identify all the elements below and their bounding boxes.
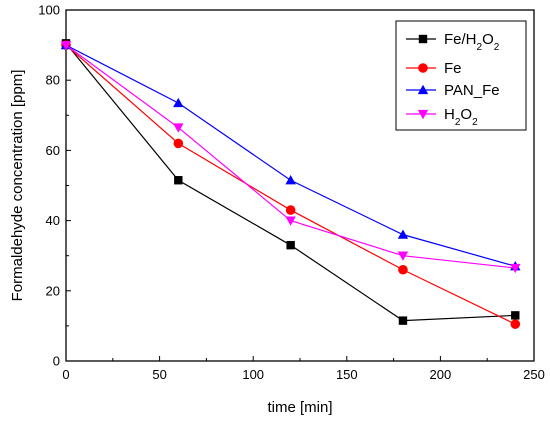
y-tick-label: 40 <box>46 213 60 228</box>
data-point <box>510 319 521 329</box>
y-axis-title: Formaldehyde concentration [ppm] <box>9 70 26 302</box>
legend-marker <box>418 63 428 73</box>
legend-text-part: PAN_Fe <box>444 82 500 99</box>
x-tick-label: 0 <box>62 367 69 382</box>
legend-text-part: O <box>482 31 494 48</box>
legend-text-part: O <box>460 106 472 123</box>
data-point <box>398 264 408 275</box>
legend-label: Fe/H2O2 <box>444 31 500 53</box>
data-point <box>397 251 409 261</box>
legend-marker <box>417 109 429 120</box>
data-point <box>173 138 184 149</box>
legend-subscript: 2 <box>477 42 483 53</box>
legend-marker <box>418 34 428 44</box>
data-point <box>285 175 296 185</box>
x-tick-label: 200 <box>430 367 452 382</box>
legend-text-part: Fe/H <box>444 31 477 48</box>
y-tick-label: 20 <box>46 283 60 298</box>
legend-subscript: 2 <box>472 117 478 128</box>
x-tick-label: 250 <box>523 367 545 382</box>
data-point <box>398 316 408 325</box>
legend-label: Fe <box>444 60 462 77</box>
x-tick-label: 100 <box>242 367 264 382</box>
legend-subscript: 2 <box>494 42 500 53</box>
x-tick-label: 50 <box>152 367 166 382</box>
data-point <box>286 240 295 250</box>
data-point <box>285 205 296 215</box>
legend-label: H2O2 <box>444 106 478 128</box>
legend-label: PAN_Fe <box>444 82 500 99</box>
legend-text-part: Fe <box>444 60 462 77</box>
legend-text-part: H <box>444 106 455 123</box>
y-tick-label: 80 <box>46 73 60 88</box>
data-point <box>510 263 521 274</box>
legend-item: Fe <box>406 60 462 77</box>
data-point <box>173 123 184 133</box>
legend-item: Fe/H2O2 <box>406 31 500 53</box>
y-tick-label: 0 <box>53 354 60 369</box>
y-tick-label: 100 <box>38 3 60 18</box>
data-point <box>397 229 409 239</box>
legend-marker <box>417 84 429 95</box>
x-axis-title: time [min] <box>267 399 332 416</box>
series-layer <box>60 39 521 329</box>
legend-item: H2O2 <box>406 106 478 128</box>
legend-subscript: 2 <box>455 117 461 128</box>
x-tick-label: 150 <box>336 367 358 382</box>
y-tick-label: 60 <box>46 143 60 158</box>
axes: 0 50 100 150 200 250 0 20 40 60 80 100 <box>38 3 545 383</box>
data-point <box>285 216 296 226</box>
legend-item: PAN_Fe <box>406 82 500 99</box>
data-point <box>60 40 72 51</box>
data-point <box>511 311 520 320</box>
series-h2o2 <box>60 40 521 274</box>
data-point <box>174 176 183 185</box>
data-point <box>173 97 184 108</box>
